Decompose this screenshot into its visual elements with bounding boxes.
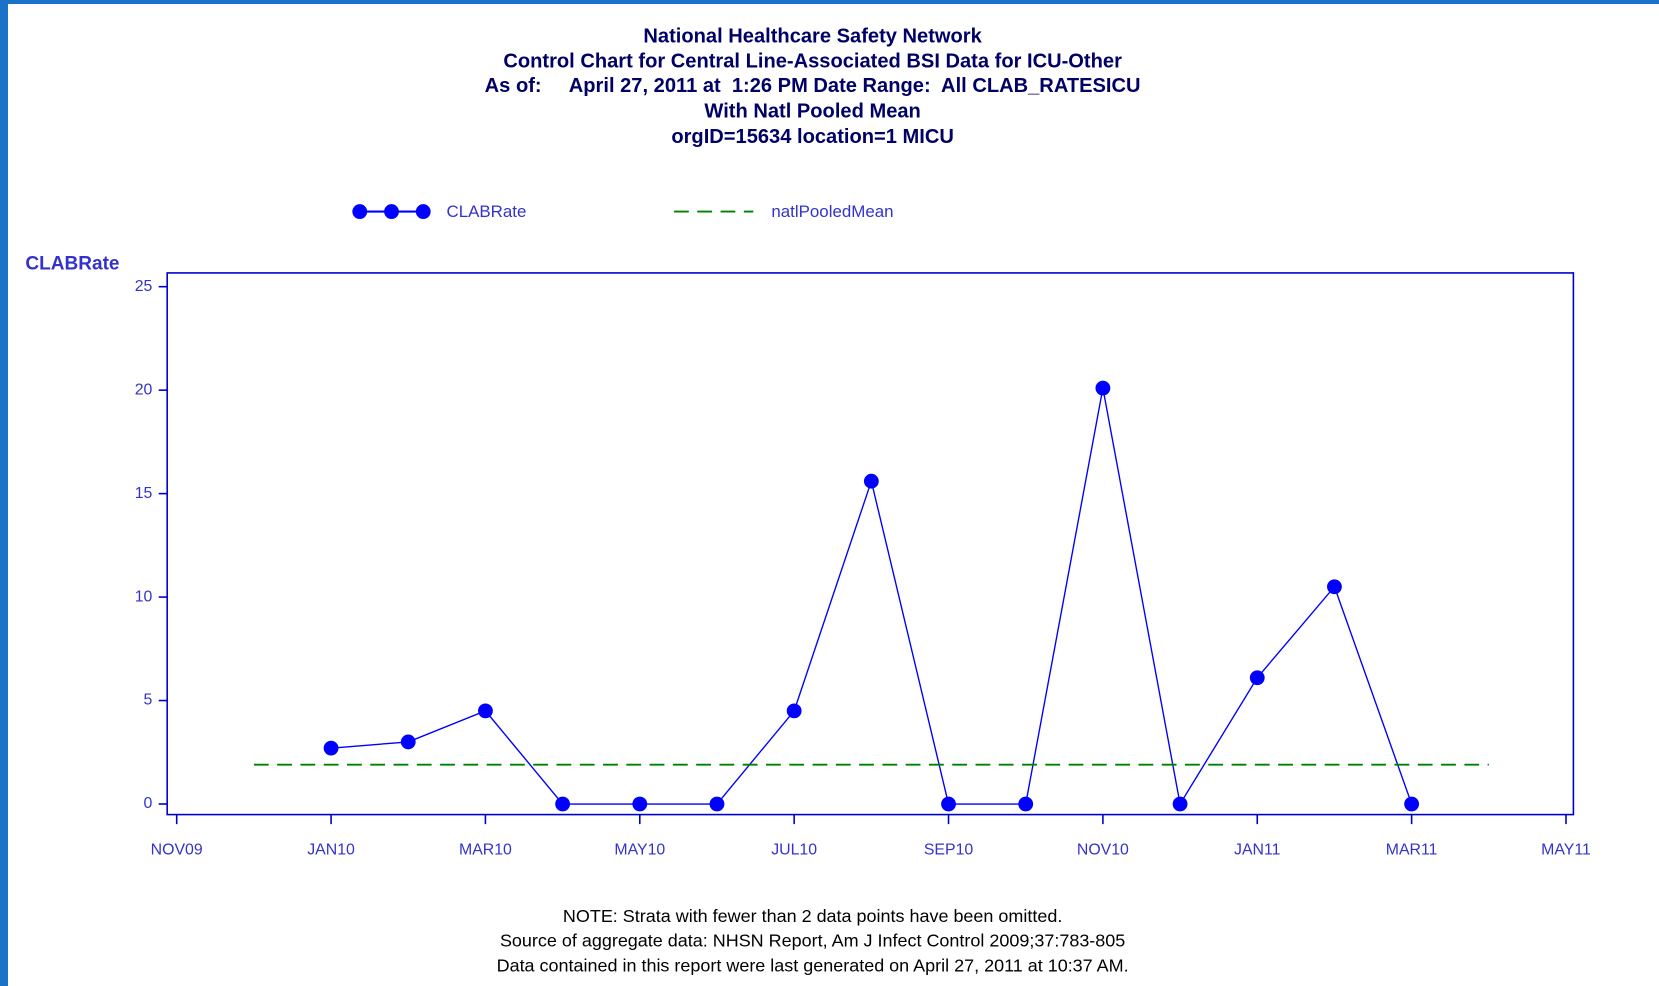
x-tick-label: JUL10	[771, 842, 817, 859]
chart-title: As of: April 27, 2011 at 1:26 PM Date Ra…	[485, 75, 1141, 97]
y-tick-label: 5	[144, 692, 153, 709]
chart-title: With Natl Pooled Mean	[704, 100, 920, 122]
point	[555, 796, 571, 812]
point	[709, 796, 725, 812]
y-tick-label: 0	[144, 795, 153, 812]
point	[400, 734, 416, 750]
chart: National Healthcare Safety Network Contro…	[25, 25, 1591, 975]
chart-title: Control Chart for Central Line-Associate…	[503, 51, 1122, 73]
point	[1095, 380, 1111, 396]
point	[478, 703, 493, 719]
x-tick-label: NOV10	[1077, 842, 1129, 859]
footnote: Source of aggregate data: NHSN Report, A…	[500, 930, 1125, 950]
legend-marker	[415, 204, 431, 219]
point	[941, 796, 956, 812]
point	[632, 796, 648, 812]
x-tick-label: MAR10	[459, 842, 512, 859]
point	[323, 740, 339, 756]
point	[1249, 670, 1265, 686]
x-tick-label: MAR11	[1386, 842, 1438, 859]
legend-marker	[384, 204, 399, 219]
legend-label: natlPooledMean	[771, 202, 893, 221]
legend-marker	[352, 204, 368, 219]
window	[8, 4, 1659, 986]
point	[1172, 796, 1188, 812]
y-tick-label: 10	[135, 588, 153, 605]
y-tick-label: 25	[135, 278, 153, 295]
point	[863, 473, 879, 489]
y-tick-label: 15	[135, 485, 153, 502]
x-tick-label: MAY11	[1541, 842, 1591, 859]
plot-frame	[166, 272, 1575, 816]
y-axis-label: CLABRate	[25, 254, 119, 275]
x-tick-label: JAN11	[1234, 842, 1281, 859]
x-tick-label: JAN10	[307, 842, 355, 859]
footnote: NOTE: Strata with fewer than 2 data poin…	[563, 906, 1062, 926]
y-tick-label: 20	[135, 381, 153, 398]
legend-label: CLABRate	[447, 202, 527, 221]
chart-title: National Healthcare Safety Network	[643, 25, 982, 47]
x-tick-label: SEP10	[924, 842, 974, 859]
point	[786, 703, 802, 719]
footnote: Data contained in this report were last …	[497, 956, 1129, 976]
chart-title: orgID=15634 location=1 MICU	[671, 126, 954, 148]
x-tick-label: MAY10	[614, 842, 665, 859]
x-tick-label: NOV09	[151, 842, 203, 859]
point	[1018, 796, 1034, 812]
point	[1327, 579, 1342, 595]
point	[1404, 796, 1420, 812]
